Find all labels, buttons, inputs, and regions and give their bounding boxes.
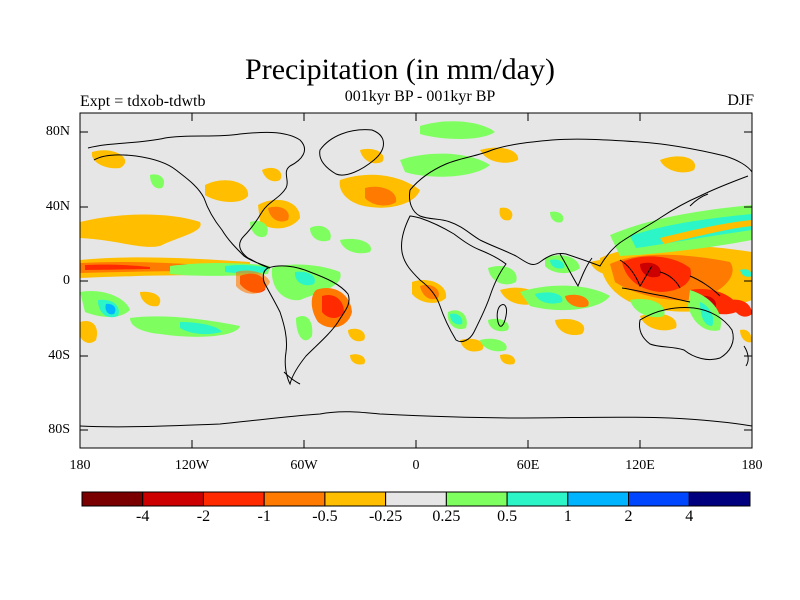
colorbar-label: 0.5 (497, 508, 518, 525)
colorbar-swatch (385, 491, 447, 507)
lon-label-120w: 120W (174, 458, 210, 473)
colorbar-swatch (628, 491, 690, 507)
colorbar-label: -2 (196, 508, 211, 525)
colorbar-label: -0.5 (312, 508, 338, 525)
colorbar-swatch (324, 491, 387, 507)
colorbar-swatch (142, 491, 204, 507)
lat-label-0: 0 (63, 273, 70, 288)
colorbar-label: 1 (563, 508, 572, 525)
lat-label-80n: 80N (45, 124, 70, 139)
colorbar-swatch (567, 491, 630, 507)
lat-label-40s: 40S (48, 348, 70, 363)
season-label: DJF (727, 92, 754, 109)
lon-label-180e: 180 (741, 458, 763, 473)
lat-label-80s: 80S (48, 422, 70, 437)
lat-label-40n: 40N (45, 199, 70, 214)
colorbar-swatch (202, 491, 265, 507)
experiment-label: Expt = tdxob-tdwtb (80, 93, 206, 110)
colorbar-swatch (688, 491, 751, 507)
plot-title: Precipitation (in mm/day) (245, 53, 555, 86)
anomaly-patches (80, 121, 752, 365)
lon-label-180w: 180 (69, 458, 91, 473)
colorbar-label: -4 (136, 508, 150, 525)
colorbar-swatch (506, 491, 569, 507)
colorbar-swatch (81, 491, 144, 507)
lon-label-0: 0 (412, 458, 420, 473)
colorbar-label: 4 (685, 508, 694, 525)
colorbar-label: 2 (624, 508, 633, 525)
plot-subtitle: 001kyr BP - 001kyr BP (344, 88, 496, 105)
coastlines (80, 129, 752, 428)
colorbar-label: -0.25 (368, 508, 403, 525)
lon-label-120e: 120E (625, 458, 655, 473)
lon-label-60e: 60E (516, 458, 540, 473)
colorbar-label: 0.25 (432, 508, 461, 525)
colorbar-label: -1 (257, 508, 271, 525)
lon-label-60w: 60W (290, 458, 318, 473)
colorbar-swatch (263, 491, 326, 507)
axis-ticks (80, 113, 752, 448)
colorbar-swatch (445, 491, 508, 507)
